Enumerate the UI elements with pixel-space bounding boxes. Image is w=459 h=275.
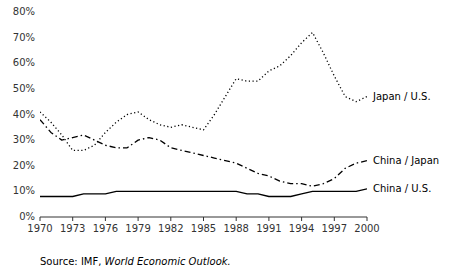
series-label: China / Japan: [373, 155, 439, 166]
x-tick-label: 1985: [191, 223, 216, 234]
x-tick: [170, 217, 171, 221]
x-tick: [105, 217, 106, 221]
x-tick: [301, 217, 302, 221]
source-text: Source: IMF,: [40, 256, 105, 267]
series-labels: Japan / U.S. China / Japan China / U.S.: [372, 91, 439, 194]
x-tick-label: 1976: [93, 223, 118, 234]
x-tick: [72, 217, 73, 221]
x-tick: [268, 217, 269, 221]
y-tick-label: 40%: [13, 109, 35, 120]
x-axis: 1970 1973 1976 1979 1982 1985 1988 1991 1994 1997…: [27, 217, 379, 234]
plot-area: [40, 33, 367, 197]
series-line: [40, 189, 367, 197]
x-tick-label: 2000: [354, 223, 379, 234]
x-tick-label: 1988: [223, 223, 248, 234]
x-tick: [138, 217, 139, 221]
y-tick-label: 0%: [19, 211, 35, 222]
y-tick-label: 70%: [13, 32, 35, 43]
y-tick-label: 60%: [13, 57, 35, 68]
x-tick: [236, 217, 237, 221]
x-tick: [40, 217, 41, 221]
y-tick-label: 10%: [13, 185, 35, 196]
x-tick-label: 1997: [322, 223, 347, 234]
series-label: Japan / U.S.: [372, 91, 431, 102]
x-tick-label: 1979: [125, 223, 150, 234]
x-tick: [203, 217, 204, 221]
x-tick-label: 1994: [289, 223, 314, 234]
background: [0, 0, 459, 275]
y-tick-label: 80%: [13, 6, 35, 17]
x-tick-label: 1991: [256, 223, 281, 234]
x-tick: [334, 217, 335, 221]
series-label: China / U.S.: [373, 183, 431, 194]
y-axis: 0% 10% 20% 30% 40% 50% 60% 70% 80%: [13, 6, 35, 222]
x-tick-label: 1970: [27, 223, 52, 234]
series-line: [40, 33, 367, 151]
x-tick-label: 1973: [60, 223, 85, 234]
series-line: [40, 120, 367, 187]
source-text: World Economic Outlook.: [105, 256, 231, 267]
x-tick-label: 1982: [158, 223, 183, 234]
chart: 0%10%20%30%40%50%60%70%80%19701973197619…: [0, 0, 459, 275]
source-note: Source: IMF, World Economic Outlook.: [40, 256, 231, 267]
y-tick-label: 20%: [13, 160, 35, 171]
x-tick: [367, 217, 368, 221]
y-tick-label: 50%: [13, 83, 35, 94]
y-tick-label: 30%: [13, 134, 35, 145]
